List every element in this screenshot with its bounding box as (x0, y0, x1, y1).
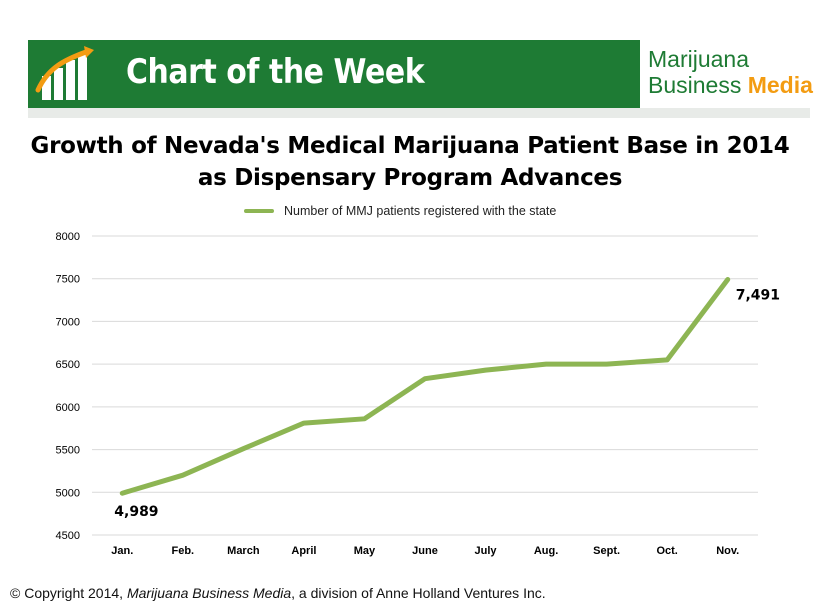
chart-title-line2: as Dispensary Program Advances (197, 165, 623, 191)
x-tick-label: Feb. (172, 545, 195, 557)
chart-title-line1: Growth of Nevada's Medical Marijuana Pat… (30, 133, 790, 159)
brand-business-word: Business (648, 72, 748, 98)
footer-company: Marijuana Business Media (126, 585, 292, 601)
y-tick-label: 6000 (56, 402, 80, 414)
x-tick-label: June (412, 545, 438, 557)
y-tick-label: 7500 (56, 274, 80, 286)
bar-chart-arrow-icon (35, 46, 94, 100)
chart-title: Growth of Nevada's Medical Marijuana Pat… (0, 130, 820, 194)
brand-name-line2: Business Media (648, 72, 813, 99)
legend-label: Number of MMJ patients registered with t… (284, 204, 557, 218)
series-line (119, 276, 731, 496)
brand-media-word: Media (747, 72, 813, 98)
y-tick-label: 8000 (56, 231, 80, 243)
brand-name-line1: Marijuana (648, 46, 749, 72)
banner-title: Chart of the Week (126, 52, 425, 92)
y-tick-label: 6500 (56, 359, 80, 371)
x-tick-label: Sept. (593, 545, 620, 557)
footer-prefix: © Copyright 2014, (10, 585, 127, 601)
x-tick-label: Aug. (534, 545, 558, 557)
x-tick-label: July (475, 545, 498, 557)
data-label: 7,491 (736, 287, 780, 303)
x-tick-label: Jan. (111, 545, 133, 557)
y-tick-label: 7000 (56, 316, 80, 328)
y-tick-label: 4500 (56, 530, 80, 542)
x-tick-label: May (354, 545, 376, 557)
x-tick-label: Oct. (656, 545, 677, 557)
y-tick-label: 5000 (56, 487, 80, 499)
chart-legend: Number of MMJ patients registered with t… (244, 203, 556, 219)
copyright-footer: © Copyright 2014, Marijuana Business Med… (10, 585, 546, 601)
line-chart: 4500 5000 5500 6000 6500 7000 7500 8000 Jan. Feb.… (56, 231, 781, 557)
legend-swatch (244, 209, 274, 213)
x-tick-label: Nov. (716, 545, 739, 557)
x-tick-label: March (227, 545, 260, 557)
y-tick-label: 5500 (56, 445, 80, 457)
banner-underline (28, 108, 810, 118)
data-label: 4,989 (114, 504, 158, 520)
footer-suffix: , a division of Anne Holland Ventures In… (291, 585, 546, 601)
brand-logo: Marijuana Business Media (640, 40, 813, 108)
x-tick-label: April (291, 545, 316, 557)
